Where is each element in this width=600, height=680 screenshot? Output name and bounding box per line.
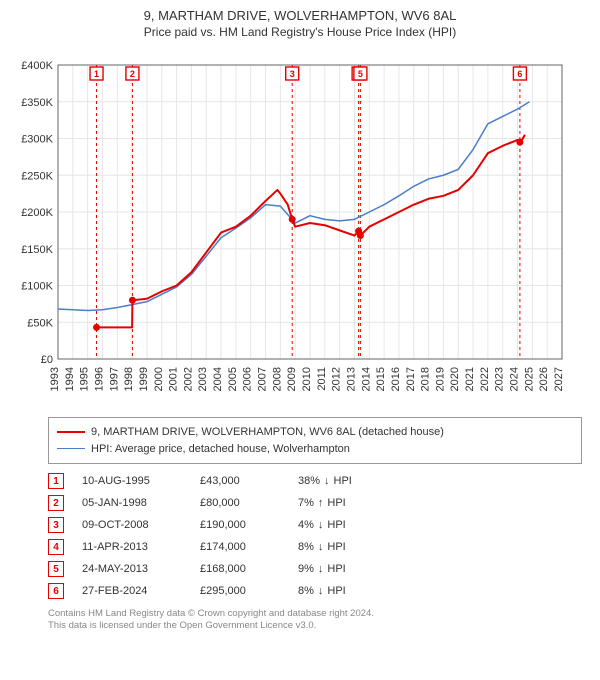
transaction-marker: 2 [48, 495, 64, 511]
transaction-price: £43,000 [200, 475, 280, 487]
svg-text:2014: 2014 [360, 367, 372, 391]
svg-text:2019: 2019 [434, 367, 446, 391]
transaction-date: 05-JAN-1998 [82, 497, 182, 509]
page-title: 9, MARTHAM DRIVE, WOLVERHAMPTON, WV6 8AL [10, 8, 590, 23]
svg-text:2020: 2020 [449, 367, 461, 391]
svg-text:2025: 2025 [523, 367, 535, 391]
svg-text:2011: 2011 [316, 367, 328, 391]
svg-text:1: 1 [94, 69, 99, 79]
transaction-date: 24-MAY-2013 [82, 563, 182, 575]
svg-text:2018: 2018 [420, 367, 432, 391]
transactions-table: 110-AUG-1995£43,00038%↓HPI205-JAN-1998£8… [48, 470, 582, 602]
legend-label-hpi: HPI: Average price, detached house, Wolv… [91, 441, 350, 458]
transaction-row: 3 09-OCT-2008 £190,000 4%↓HPI [48, 514, 582, 536]
svg-text:£200K: £200K [21, 207, 53, 219]
transaction-price: £295,000 [200, 585, 280, 597]
transaction-date: 09-OCT-2008 [82, 519, 182, 531]
transaction-date: 10-AUG-1995 [82, 475, 182, 487]
price-chart: £0 £50K £100K £150K £200K £250K £300K £350K £400… [10, 47, 582, 407]
transaction-diff: 9%↓HPI [298, 563, 388, 575]
svg-text:£150K: £150K [21, 244, 53, 256]
transaction-row: 6 27-FEB-2024 £295,000 8%↓HPI [48, 580, 582, 602]
transaction-date: 11-APR-2013 [82, 541, 182, 553]
svg-text:£0: £0 [41, 354, 53, 366]
transaction-date: 27-FEB-2024 [82, 585, 182, 597]
svg-text:2023: 2023 [494, 367, 506, 391]
transaction-row: 1 10-AUG-1995 £43,000 38%↓HPI [48, 470, 582, 492]
svg-text:1993: 1993 [49, 367, 61, 391]
transaction-marker: 5 [48, 561, 64, 577]
transaction-price: £168,000 [200, 563, 280, 575]
legend-swatch-property [57, 431, 85, 433]
transaction-price: £80,000 [200, 497, 280, 509]
svg-text:2012: 2012 [331, 367, 343, 391]
svg-text:2007: 2007 [257, 367, 269, 391]
transaction-marker: 6 [48, 583, 64, 599]
svg-text:2017: 2017 [405, 367, 417, 391]
svg-text:2022: 2022 [479, 367, 491, 391]
legend-label-property: 9, MARTHAM DRIVE, WOLVERHAMPTON, WV6 8AL… [91, 424, 444, 441]
svg-text:1997: 1997 [108, 367, 120, 391]
svg-text:2026: 2026 [538, 367, 550, 391]
transaction-row: 2 05-JAN-1998 £80,000 7%↑HPI [48, 492, 582, 514]
transaction-diff: 4%↓HPI [298, 519, 388, 531]
transaction-marker: 3 [48, 517, 64, 533]
svg-text:6: 6 [517, 69, 522, 79]
svg-text:2: 2 [130, 69, 135, 79]
transaction-row: 5 24-MAY-2013 £168,000 9%↓HPI [48, 558, 582, 580]
svg-text:£400K: £400K [21, 60, 53, 72]
svg-text:£350K: £350K [21, 97, 53, 109]
svg-text:2024: 2024 [509, 367, 521, 391]
legend-swatch-hpi [57, 448, 85, 449]
svg-text:2000: 2000 [153, 367, 165, 391]
transaction-price: £174,000 [200, 541, 280, 553]
legend-item-hpi: HPI: Average price, detached house, Wolv… [57, 441, 573, 458]
svg-text:2021: 2021 [464, 367, 476, 391]
svg-text:2013: 2013 [345, 367, 357, 391]
svg-text:2016: 2016 [390, 367, 402, 391]
svg-text:2002: 2002 [182, 367, 194, 391]
svg-text:£50K: £50K [27, 317, 53, 329]
svg-text:2003: 2003 [197, 367, 209, 391]
svg-text:2009: 2009 [286, 367, 298, 391]
svg-text:2005: 2005 [227, 367, 239, 391]
svg-text:1994: 1994 [64, 367, 76, 391]
transaction-marker: 4 [48, 539, 64, 555]
svg-text:2010: 2010 [301, 367, 313, 391]
svg-text:1995: 1995 [79, 367, 91, 391]
transaction-price: £190,000 [200, 519, 280, 531]
transaction-diff: 7%↑HPI [298, 497, 388, 509]
svg-text:1998: 1998 [123, 367, 135, 391]
legend: 9, MARTHAM DRIVE, WOLVERHAMPTON, WV6 8AL… [48, 417, 582, 464]
footnote-line-1: Contains HM Land Registry data © Crown c… [48, 608, 582, 620]
svg-text:1996: 1996 [93, 367, 105, 391]
svg-text:2008: 2008 [271, 367, 283, 391]
transaction-marker: 1 [48, 473, 64, 489]
svg-text:2004: 2004 [212, 367, 224, 391]
legend-item-property: 9, MARTHAM DRIVE, WOLVERHAMPTON, WV6 8AL… [57, 424, 573, 441]
footnote-line-2: This data is licensed under the Open Gov… [48, 620, 582, 632]
svg-text:£250K: £250K [21, 170, 53, 182]
svg-text:2001: 2001 [168, 367, 180, 391]
svg-text:5: 5 [358, 69, 363, 79]
svg-text:£100K: £100K [21, 281, 53, 293]
transaction-row: 4 11-APR-2013 £174,000 8%↓HPI [48, 536, 582, 558]
svg-text:2015: 2015 [375, 367, 387, 391]
svg-text:2006: 2006 [242, 367, 254, 391]
transaction-diff: 8%↓HPI [298, 541, 388, 553]
svg-text:2027: 2027 [553, 367, 565, 391]
transaction-diff: 38%↓HPI [298, 475, 388, 487]
svg-text:3: 3 [290, 69, 295, 79]
footnote: Contains HM Land Registry data © Crown c… [48, 608, 582, 633]
transaction-diff: 8%↓HPI [298, 585, 388, 597]
svg-text:1999: 1999 [138, 367, 150, 391]
page-subtitle: Price paid vs. HM Land Registry's House … [10, 25, 590, 39]
svg-text:£300K: £300K [21, 134, 53, 146]
